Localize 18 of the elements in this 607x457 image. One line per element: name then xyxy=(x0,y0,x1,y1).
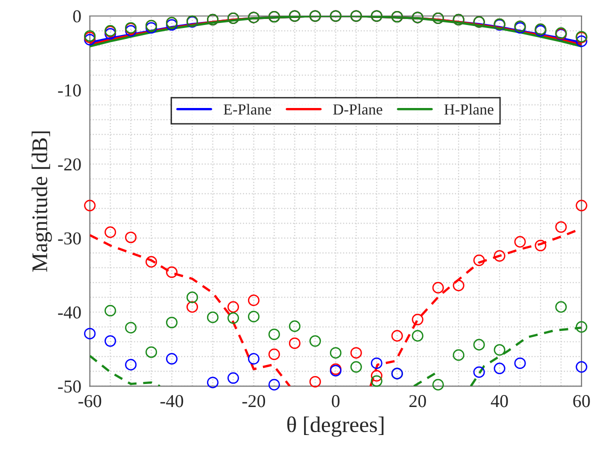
y-tick-label: 0 xyxy=(73,10,81,22)
y-tick-label: -40 xyxy=(58,306,81,319)
x-tick-label: -40 xyxy=(160,395,184,408)
x-tick-label: 60 xyxy=(573,395,590,408)
y-tick-label: -50 xyxy=(58,380,81,393)
x-tick-label: -60 xyxy=(78,395,102,408)
x-tick-label: 20 xyxy=(409,395,426,408)
x-tick-label: 0 xyxy=(332,395,340,408)
x-tick-label: -20 xyxy=(242,395,266,408)
y-tick-label: -30 xyxy=(58,232,81,245)
y-tick-label: -20 xyxy=(58,158,81,171)
legend-label: H-Plane xyxy=(444,104,494,115)
y-axis-title: Magnitude [dB] xyxy=(32,131,52,272)
legend-label: E-Plane xyxy=(224,104,272,115)
y-tick-label: -10 xyxy=(58,84,81,96)
x-tick-label: 40 xyxy=(490,395,508,408)
legend-label: D-Plane xyxy=(333,104,382,115)
x-axis-title: θ [degrees] xyxy=(287,416,384,437)
